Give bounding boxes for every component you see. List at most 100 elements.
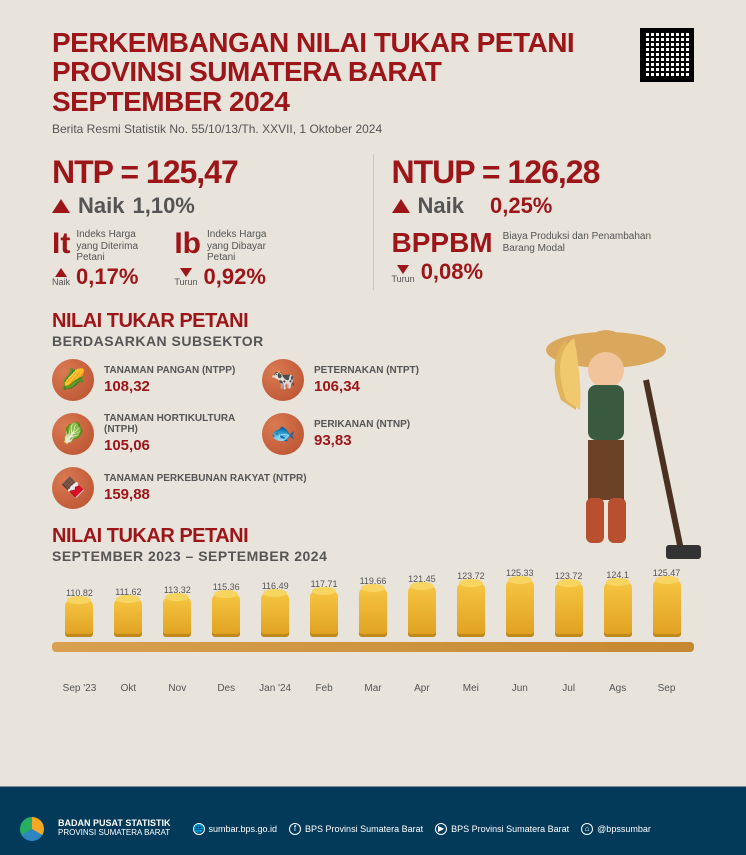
subsector-icon: 🐟 [262,413,304,455]
chart-bar: 110,82 Sep '23 [56,588,103,694]
bar-label: Jun [512,683,528,694]
subsector-icon: 🌽 [52,359,94,401]
subsector-value: 159,88 [104,486,307,503]
it-desc: Indeks Harga yang Diterima Petani [76,229,156,264]
chart-bar: 116,49 Jan '24 [252,581,299,694]
metrics-row: NTP = 125,47 Naik 1,10% It Indeks Harga … [52,154,694,290]
bar-label: Des [217,683,235,694]
subsector-name: TANAMAN PANGAN (NTPP) [104,365,235,376]
bppbm-row: BPPBM Biaya Produksi dan Penambahan Bara… [392,227,695,259]
coin-stack-icon [506,580,534,637]
footer-link: 🌐sumbar.bps.go.id [193,823,278,835]
subsector-name: TANAMAN HORTIKULTURA (NTPH) [104,413,252,435]
ntup-change-value: 0,25% [490,193,552,219]
header-text: PERKEMBANGAN NILAI TUKAR PETANI PROVINSI… [52,28,612,136]
coin-stack-icon [653,580,681,637]
subsector-value: 108,32 [104,378,235,395]
subsector-name: PETERNAKAN (NTPT) [314,365,419,376]
ntp-change-value: 1,10% [132,193,194,219]
bar-label: Apr [414,683,430,694]
footer-links: 🌐sumbar.bps.go.idfBPS Provinsi Sumatera … [193,823,727,835]
timeseries-chart: 110,82 Sep '23111,62 Okt113,32 Nov115,36… [52,574,694,694]
subsector-value: 106,34 [314,378,419,395]
subsector-item: 🌽 TANAMAN PANGAN (NTPP) 108,32 [52,359,252,401]
chart-bar: 119,66 Mar [350,576,397,694]
coin-stack-icon [114,599,142,637]
ntup-change: Naik 0,25% [392,193,695,219]
subsector-item: 🐟 PERIKANAN (NTNP) 93,83 [262,413,462,455]
ntp-equation: NTP = 125,47 [52,154,355,191]
chart-bar: 113,32 Nov [154,585,201,694]
bar-label: Feb [315,683,332,694]
bar-label: Ags [609,683,626,694]
arrow-down-icon [397,265,409,274]
subsector-icon: 🐄 [262,359,304,401]
coin-stack-icon [604,582,632,637]
arrow-up-icon [392,199,410,213]
coin-stack-icon [555,583,583,637]
subsector-item: 🍫 TANAMAN PERKEBUNAN RAKYAT (NTPR) 159,8… [52,467,462,509]
bar-label: Nov [168,683,186,694]
footer: BADAN PUSAT STATISTIK PROVINSI SUMATERA … [0,802,746,855]
chart-bar: 124,1 Ags [594,570,641,694]
coin-stack-icon [212,594,240,637]
qr-code-icon [640,28,694,82]
ntp-column: NTP = 125,47 Naik 1,10% It Indeks Harga … [52,154,374,290]
bppbm-change-value: 0,08% [421,259,483,285]
footer-link: ▶BPS Provinsi Sumatera Barat [435,823,569,835]
social-icon: 🌐 [193,823,205,835]
bps-logo-icon [20,817,44,841]
chart-bar: 111,62 Okt [105,587,152,694]
subsector-item: 🥬 TANAMAN HORTIKULTURA (NTPH) 105,06 [52,413,252,455]
social-icon: ▶ [435,823,447,835]
ntup-equation: NTUP = 126,28 [392,154,695,191]
subsector-icon: 🥬 [52,413,94,455]
ib-change: 0,92% [204,264,266,290]
bppbm-desc: Biaya Produksi dan Penambahan Barang Mod… [503,227,653,254]
chart-bar: 117,71 Feb [301,579,348,694]
social-icon: f [289,823,301,835]
ntup-direction-label: Naik [418,193,464,219]
coin-stack-icon [163,597,191,637]
coin-stack-icon [310,591,338,637]
coin-stack-icon [457,583,485,637]
it-change: 0,17% [76,264,138,290]
ib-symbol: Ib [174,229,201,259]
subsector-item: 🐄 PETERNAKAN (NTPT) 106,34 [262,359,462,401]
chart-bar: 125,47 Sep [643,568,690,694]
bar-label: Mar [364,683,381,694]
sub-indices: It Indeks Harga yang Diterima Petani Nai… [52,229,355,290]
infographic-page: PERKEMBANGAN NILAI TUKAR PETANI PROVINSI… [0,0,746,855]
chart-bar: 123,72 Jul [545,571,592,694]
arrow-up-icon [52,199,70,213]
subsector-name: TANAMAN PERKEBUNAN RAKYAT (NTPR) [104,473,307,484]
ib-block: Ib Indeks Harga yang Dibayar Petani Turu… [174,229,287,290]
coin-stack-icon [408,586,436,637]
subsector-name: PERIKANAN (NTNP) [314,419,410,430]
header: PERKEMBANGAN NILAI TUKAR PETANI PROVINSI… [52,28,694,136]
ntp-direction-label: Naik [78,193,124,219]
it-symbol: It [52,229,70,259]
arrow-down-icon [180,268,192,277]
bppbm-symbol: BPPBM [392,227,493,259]
ib-desc: Indeks Harga yang Dibayar Petani [207,229,287,264]
bar-label: Jan '24 [259,683,291,694]
bar-label: Jul [562,683,575,694]
footer-link: ⌂@bpssumbar [581,823,651,835]
bar-label: Mei [463,683,479,694]
coin-stack-icon [261,593,289,637]
farmer-illustration-icon [506,300,706,600]
ntup-column: NTUP = 126,28 Naik 0,25% BPPBM Biaya Pro… [374,154,695,290]
subsector-value: 93,83 [314,432,410,449]
page-title: PERKEMBANGAN NILAI TUKAR PETANI PROVINSI… [52,28,612,116]
subsector-icon: 🍫 [52,467,94,509]
footer-org: BADAN PUSAT STATISTIK PROVINSI SUMATERA … [58,819,171,838]
subsector-value: 105,06 [104,437,252,454]
arrow-up-icon [55,268,67,277]
bppbm-change: Turun 0,08% [392,259,695,285]
it-block: It Indeks Harga yang Diterima Petani Nai… [52,229,156,290]
coin-stack-icon [359,588,387,637]
bar-label: Sep [658,683,676,694]
page-subtitle: Berita Resmi Statistik No. 55/10/13/Th. … [52,122,612,136]
chart-bar: 121,45 Apr [398,574,445,694]
